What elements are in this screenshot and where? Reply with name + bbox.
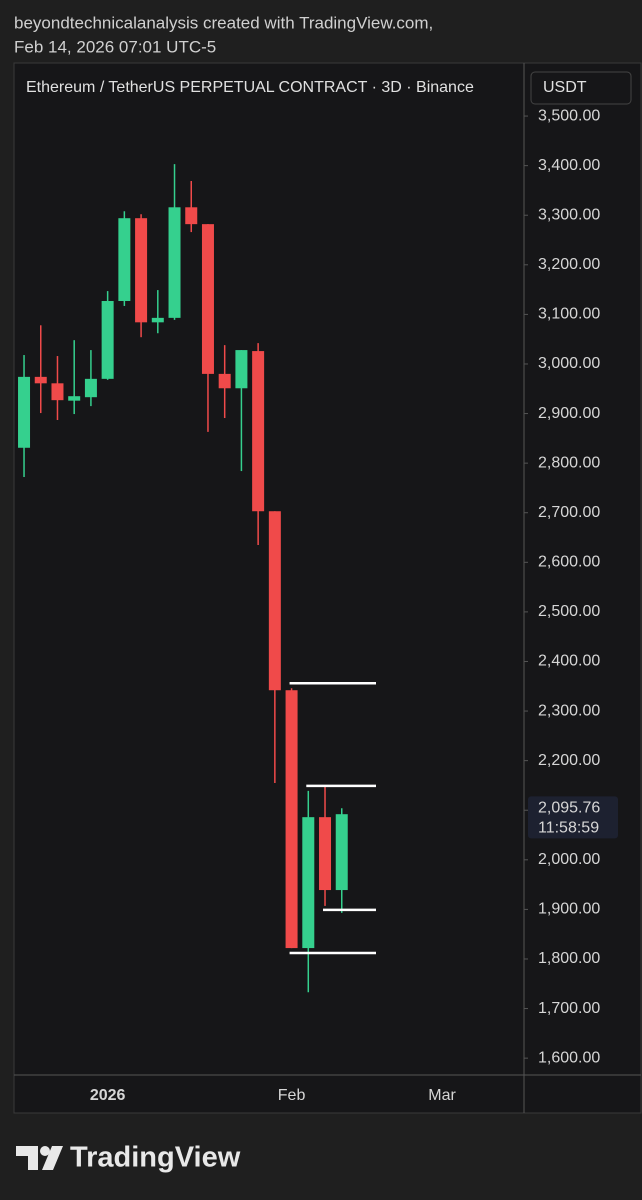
chart-title: Ethereum / TetherUS PERPETUAL CONTRACT ·…: [26, 79, 474, 96]
candle-body: [135, 218, 148, 323]
y-tick-label: 1,900.00: [538, 901, 600, 918]
y-tick-label: 1,800.00: [538, 950, 600, 967]
candle-body: [319, 817, 332, 891]
candle-body: [268, 511, 281, 691]
candle-body: [185, 207, 198, 225]
currency-button[interactable]: [530, 71, 632, 105]
header-author: beyondtechnicalanalysis created with Tra…: [14, 13, 433, 32]
last-price-label: 2,095.76: [538, 800, 600, 817]
candle-body: [285, 690, 298, 949]
candle-body: [168, 207, 181, 318]
candle-body: [151, 317, 164, 323]
last-price-box: [528, 796, 618, 839]
candle-body: [252, 351, 265, 512]
candle-body: [201, 224, 214, 374]
candle-body: [84, 378, 97, 398]
y-tick-label: 2,200.00: [538, 752, 600, 769]
y-tick-label: 2,400.00: [538, 653, 600, 670]
y-tick-label: 3,300.00: [538, 206, 600, 223]
brand-name: TradingView: [70, 1142, 241, 1174]
logo-dot: [40, 1146, 50, 1156]
y-tick-label: 3,400.00: [538, 157, 600, 174]
candle-body: [34, 376, 47, 384]
x-tick-label: Feb: [278, 1087, 306, 1104]
candle-body: [101, 301, 114, 379]
x-tick-label: 2026: [90, 1087, 126, 1104]
x-tick-label: Mar: [428, 1087, 456, 1104]
logo-mark: [16, 1146, 38, 1170]
y-tick-label: 1,700.00: [538, 1000, 600, 1017]
y-tick-label: 3,000.00: [538, 355, 600, 372]
y-tick-label: 2,500.00: [538, 603, 600, 620]
y-tick-label: 3,200.00: [538, 256, 600, 273]
currency-label[interactable]: USDT: [543, 79, 587, 96]
y-tick-label: 2,900.00: [538, 405, 600, 422]
y-tick-label: 1,600.00: [538, 1049, 600, 1066]
candle-body: [335, 814, 348, 891]
countdown-label: 11:58:59: [538, 820, 599, 837]
y-tick-label: 3,500.00: [538, 107, 600, 124]
candle-body: [235, 350, 248, 389]
y-tick-label: 3,100.00: [538, 306, 600, 323]
logo-slash: [42, 1146, 63, 1170]
candle-body: [68, 396, 81, 401]
y-tick-label: 2,000.00: [538, 851, 600, 868]
y-tick-label: 2,300.00: [538, 702, 600, 719]
candle-body: [51, 383, 64, 401]
candle-body: [18, 376, 31, 448]
candle-body: [302, 817, 315, 949]
y-tick-label: 2,700.00: [538, 504, 600, 521]
candle-body: [218, 373, 231, 389]
y-tick-label: 2,600.00: [538, 554, 600, 571]
candle-body: [118, 218, 131, 302]
header-date: Feb 14, 2026 07:01 UTC-5: [14, 37, 216, 56]
y-tick-label: 2,800.00: [538, 454, 600, 471]
tradingview-logo: TradingView: [16, 1142, 241, 1174]
